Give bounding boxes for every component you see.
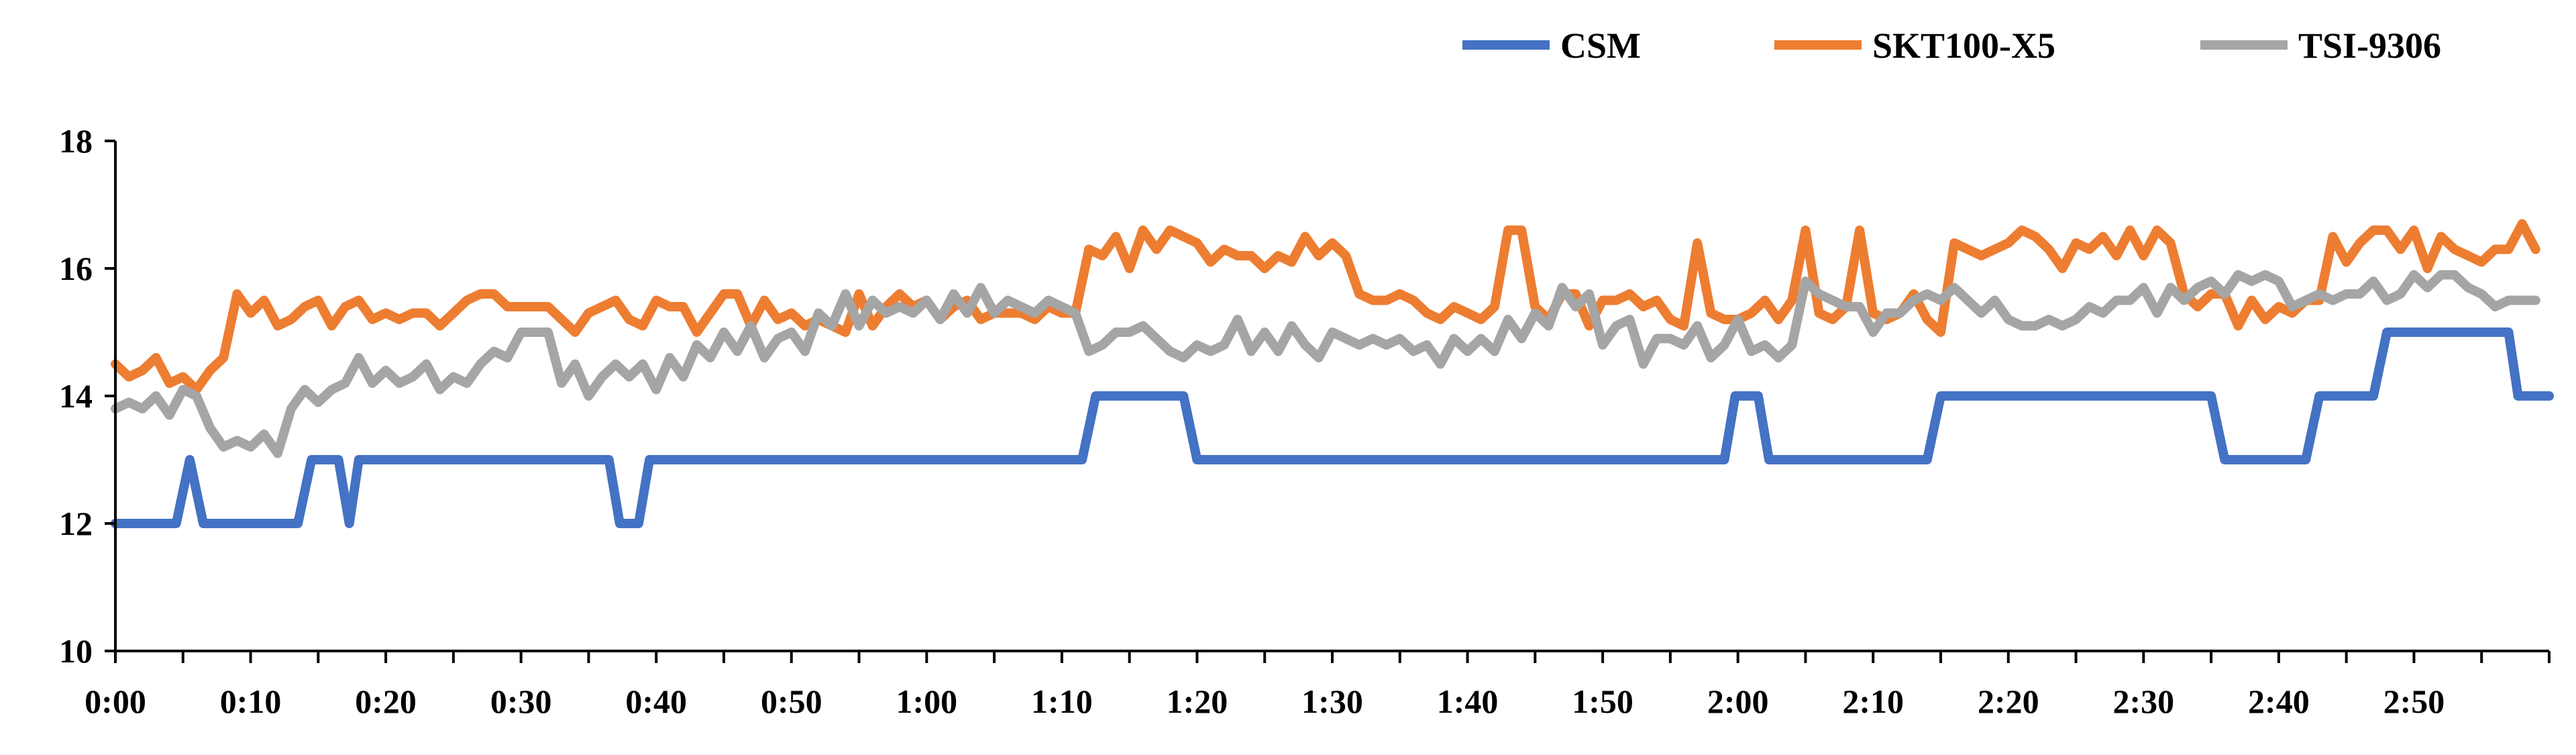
y-tick-label: 18 — [59, 122, 93, 160]
series-layer — [111, 219, 2554, 528]
y-tick-label: 16 — [59, 250, 93, 287]
x-tick-label: 1:30 — [1301, 683, 1363, 720]
x-tick-label: 1:20 — [1167, 683, 1228, 720]
y-axis-ticks: 10 12 14 16 18 — [59, 122, 115, 670]
chart-legend: CSM SKT100-X5 TSI-9306 — [1462, 26, 2441, 66]
x-tick-label: 0:20 — [355, 683, 417, 720]
y-tick-label: 10 — [59, 632, 93, 670]
y-tick-label: 14 — [59, 377, 93, 415]
legend-label-csm: CSM — [1560, 26, 1641, 66]
legend-label-skt100-x5: SKT100-X5 — [1872, 26, 2055, 66]
x-tick-label: 0:30 — [490, 683, 552, 720]
series-line-csm — [111, 328, 2554, 528]
x-tick-label: 2:50 — [2383, 683, 2445, 720]
x-tick-label: 1:40 — [1437, 683, 1499, 720]
x-tick-label: 0:40 — [625, 683, 687, 720]
x-tick-label: 0:10 — [220, 683, 282, 720]
x-tick-label: 0:00 — [85, 683, 146, 720]
x-tick-label: 2:20 — [1978, 683, 2039, 720]
legend-label-tsi-9306: TSI-9306 — [2298, 26, 2441, 66]
x-tick-label: 2:00 — [1707, 683, 1769, 720]
x-tick-label: 0:50 — [761, 683, 822, 720]
x-tick-label: 1:00 — [896, 683, 958, 720]
x-tick-label: 1:10 — [1031, 683, 1093, 720]
x-tick-label: 2:10 — [1842, 683, 1904, 720]
series-line-tsi-9306 — [111, 270, 2540, 458]
series-line-skt100-x5 — [111, 219, 2540, 395]
y-tick-label: 12 — [59, 505, 93, 542]
x-axis-ticks: 0:00 0:10 0:20 0:30 0:40 0:50 1:00 1:10 1:20 1:30… — [85, 651, 2551, 720]
x-tick-label: 2:30 — [2113, 683, 2175, 720]
x-tick-label: 1:50 — [1572, 683, 1633, 720]
x-tick-label: 2:40 — [2248, 683, 2310, 720]
